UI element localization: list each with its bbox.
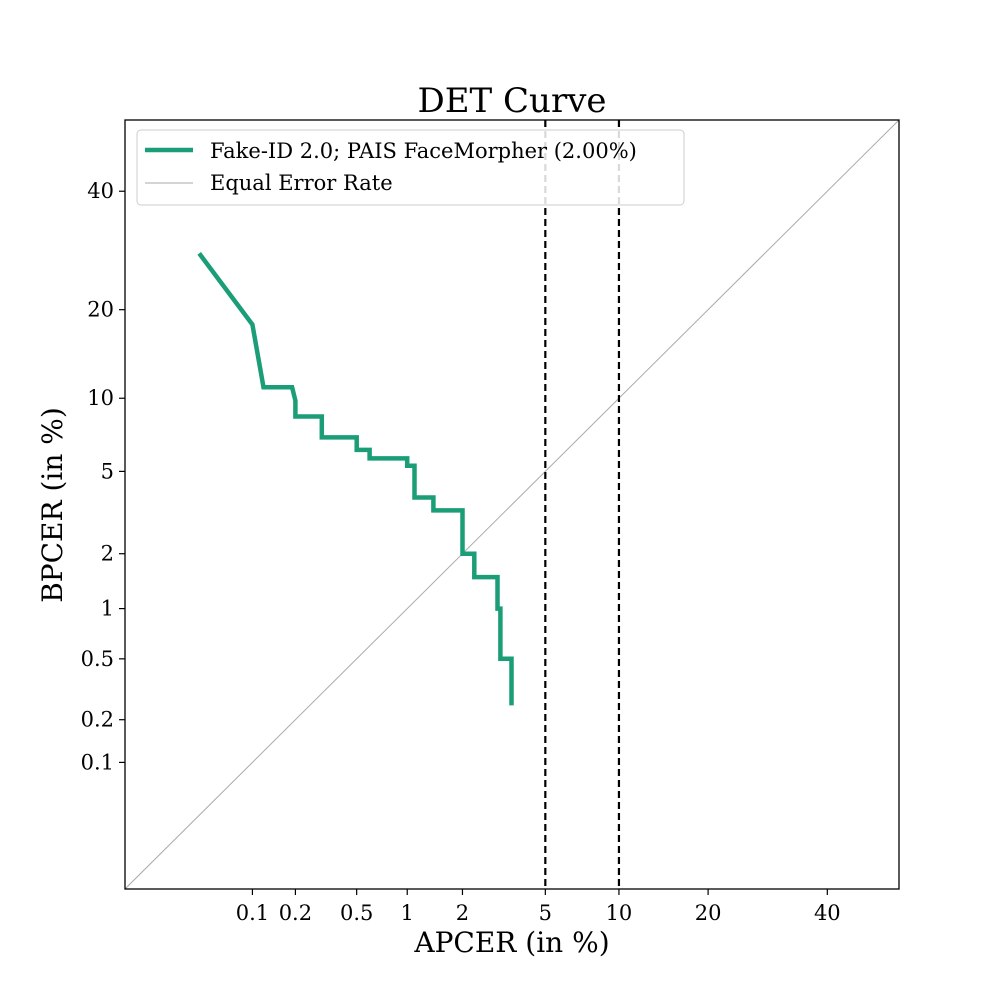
x-tick-label: 2 <box>456 901 469 925</box>
x-tick-label: 40 <box>814 901 841 925</box>
x-tick-label: 20 <box>695 901 722 925</box>
y-tick-label: 40 <box>87 179 114 203</box>
y-tick-label: 0.1 <box>81 750 114 774</box>
x-axis-label: APCER (in %) <box>413 926 609 959</box>
y-tick-label: 1 <box>101 597 114 621</box>
y-tick-label: 20 <box>87 298 114 322</box>
legend-label-det-curve: Fake-ID 2.0; PAIS FaceMorpher (2.00%) <box>210 139 637 163</box>
legend: Fake-ID 2.0; PAIS FaceMorpher (2.00%) Eq… <box>136 129 685 206</box>
equal-error-rate-line <box>124 119 900 890</box>
x-tick-label: 0.5 <box>340 901 373 925</box>
chart-title: DET Curve <box>417 81 606 121</box>
x-tick-label: 10 <box>606 901 633 925</box>
legend-label-equal-error-rate: Equal Error Rate <box>210 171 393 195</box>
x-tick-label: 1 <box>401 901 414 925</box>
y-tick-label: 0.2 <box>81 708 114 732</box>
y-tick-label: 5 <box>101 459 114 483</box>
x-tick-label: 0.1 <box>236 901 269 925</box>
det-curve-line <box>197 252 514 706</box>
y-tick-label: 10 <box>87 386 114 410</box>
legend-box <box>136 129 685 206</box>
plot-area: 0.1 0.2 0.5 1 2 5 10 20 40 0.1 0.2 0.5 1 2 5 10 20 40 <box>81 119 900 925</box>
y-tick-label: 0.5 <box>81 647 114 671</box>
y-axis-label: BPCER (in %) <box>36 407 69 603</box>
x-tick-label: 5 <box>539 901 552 925</box>
axes-frame <box>124 119 900 890</box>
x-tick-label: 0.2 <box>279 901 312 925</box>
y-tick-label: 2 <box>101 542 114 566</box>
